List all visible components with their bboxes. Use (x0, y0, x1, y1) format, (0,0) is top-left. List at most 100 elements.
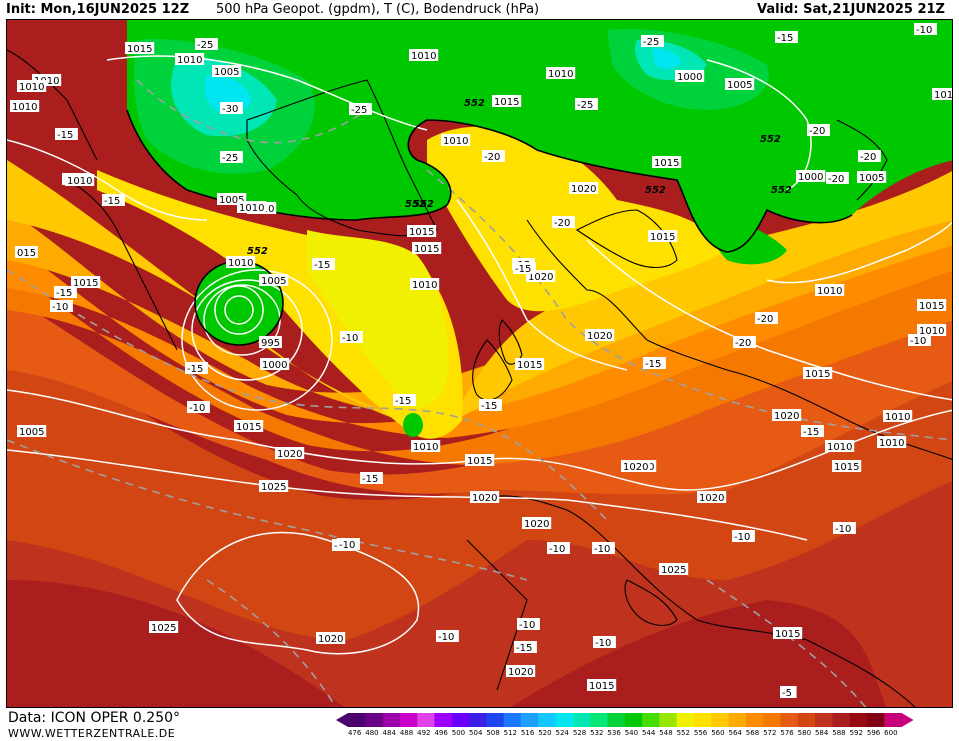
pressure-label-box (237, 201, 267, 213)
pressure-label-text: 1010 (34, 76, 59, 87)
legend-swatch (434, 713, 453, 727)
pressure-label-box (175, 53, 205, 65)
pressure-label-box (411, 440, 441, 452)
temp-label-text: -20 (554, 218, 570, 229)
pressure-label: 1015 (234, 420, 264, 433)
temp-label-box (513, 262, 536, 274)
pressure-label-text: 1000 (798, 172, 823, 183)
legend-swatch (642, 713, 660, 727)
temp-label-box (102, 194, 125, 206)
pressure-label-text: 1020 (571, 184, 596, 195)
pressure-label-box (652, 156, 682, 168)
legend-level-label: 576 (780, 729, 794, 737)
pressure-label-text: 1020 (699, 493, 724, 504)
pressure-label-box (675, 70, 705, 82)
temp-label: -15 (55, 128, 78, 141)
pressure-label-text: 1015 (834, 462, 859, 473)
temp-label-text: -10 (734, 532, 750, 543)
temp-label-text: -15 (777, 33, 793, 44)
pressure-label-text: 1025 (661, 565, 686, 576)
pressure-label-box (857, 171, 887, 183)
temp-label-box (641, 35, 664, 47)
pressure-label: 1010 (883, 410, 913, 423)
legend-swatch (659, 713, 678, 727)
pressure-label-box (65, 174, 95, 186)
pressure-label: 1020 (316, 632, 346, 645)
legend-swatch (399, 713, 418, 727)
website-link[interactable]: WWW.WETTERZENTRALE.DE (8, 727, 176, 740)
legend-level-label: 532 (590, 729, 604, 737)
temp-label-box (908, 334, 931, 346)
temp-label-text: -10 (594, 544, 610, 555)
band-548-small (403, 413, 423, 437)
temp-label-text: -10 (189, 403, 205, 414)
temp-label-text: -15 (362, 474, 378, 485)
temp-label-text: -10 (916, 25, 932, 36)
pressure-label-text: 1020 (277, 449, 302, 460)
pressure-label: 1010 (441, 134, 471, 147)
pressure-label: 015 (15, 246, 38, 259)
geo-label: 552 (405, 199, 426, 210)
temp-label: -10 (547, 542, 570, 555)
pressure-label: 1010 (237, 201, 267, 214)
pressure-label-text: 1025 (151, 623, 176, 634)
legend-level-label: 480 (365, 729, 379, 737)
pressure-label: 1015 (803, 367, 833, 380)
temp-label: -10 (50, 300, 73, 313)
legend-level-label: 580 (797, 729, 812, 737)
legend-swatch (590, 713, 608, 727)
legend-arrow-right (901, 713, 914, 727)
legend-level-label: 564 (728, 729, 742, 737)
temperature-labels: -25 -30 -25 -25 -25 -20 -25 -20 -20 -20 -15 -20 -15 -… (50, 23, 937, 699)
pressure-label: 1015 (492, 95, 522, 108)
pressure-label-box (465, 454, 495, 466)
temp-label: -15 (102, 194, 125, 207)
pressure-label-text: 1010 (817, 286, 842, 297)
pressure-label-box (71, 276, 101, 288)
legend-swatch (555, 713, 574, 727)
geo-label: 552 (771, 185, 792, 196)
pressure-label-box (832, 460, 862, 472)
temp-label-box (50, 300, 73, 312)
legend-swatch (763, 713, 781, 727)
pressure-label: 1015 (832, 460, 862, 473)
legend-level-label: 476 (347, 729, 362, 737)
temp-label-box (833, 522, 856, 534)
pressure-label-text: 1010 (548, 69, 573, 80)
pressure-label-box (587, 679, 617, 691)
coastlines (7, 49, 952, 707)
temp-label-text: -15 (481, 401, 497, 412)
pressure-label-box (773, 627, 803, 639)
pressure-label: 995 (259, 336, 282, 349)
pressure-label-text: 1015 (805, 369, 830, 380)
band-552-blob (307, 230, 448, 409)
legend-swatch (451, 713, 470, 727)
legend-swatch (417, 713, 435, 727)
pressure-label-box (260, 358, 290, 370)
pressure-label: 1015 (71, 276, 101, 289)
temp-label-box (517, 618, 540, 630)
temp-label-text: -10 (52, 302, 68, 313)
legend-labels: 476 480 484 488 492 496 500 504 508 512 516 520 524 5… (346, 729, 900, 738)
temp-label: -10 (517, 618, 540, 631)
pressure-label-box (569, 182, 599, 194)
pressure-label-text: 1015 (589, 681, 614, 692)
pressure-label: 1020 (585, 329, 615, 342)
legend-swatch (607, 713, 626, 727)
temp-label: -25 (220, 151, 243, 164)
pressure-label-text: 1015 (409, 227, 434, 238)
temp-label-box (593, 636, 616, 648)
temp-label-text: -15 (515, 264, 531, 275)
pressure-label-box (772, 409, 802, 421)
legend-swatch (486, 713, 505, 727)
legend-level-label: 516 (520, 729, 535, 737)
temp-label-text: -15 (104, 196, 120, 207)
temp-label: -30 (220, 102, 243, 115)
temp-label-text: -10 (910, 336, 926, 347)
pressure-labels: 1015101010051010101010151010100010051010… (10, 42, 952, 692)
legend-level-label: 544 (642, 729, 656, 737)
temp-label-box (733, 336, 756, 348)
weather-map[interactable]: 1015101010051010101010151010100010051010… (6, 19, 953, 708)
temp-label-text: -10 (519, 620, 535, 631)
legend-arrow-left (336, 713, 348, 727)
